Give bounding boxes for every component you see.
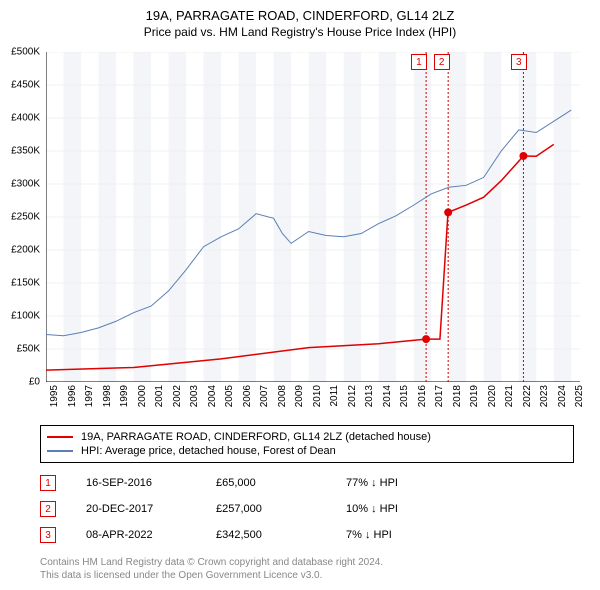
x-axis-label: 2021 (504, 385, 515, 407)
x-axis-label: 1998 (102, 385, 113, 407)
x-axis-label: 2007 (259, 385, 270, 407)
x-axis-label: 2018 (452, 385, 463, 407)
x-axis-label: 1995 (49, 385, 60, 407)
footer: Contains HM Land Registry data © Crown c… (40, 556, 383, 582)
chart-title: 19A, PARRAGATE ROAD, CINDERFORD, GL14 2L… (0, 0, 600, 23)
sale-price: £257,000 (216, 503, 346, 515)
sale-date: 08-APR-2022 (86, 529, 216, 541)
sale-change: 10% ↓ HPI (346, 503, 486, 515)
y-axis-label: £500K (11, 47, 40, 58)
chart-marker-badge: 1 (411, 54, 427, 70)
y-axis-label: £300K (11, 179, 40, 190)
chart-container: 19A, PARRAGATE ROAD, CINDERFORD, GL14 2L… (0, 0, 600, 590)
x-axis-label: 2010 (312, 385, 323, 407)
sale-date: 20-DEC-2017 (86, 503, 216, 515)
x-axis-label: 2009 (294, 385, 305, 407)
x-axis-label: 2012 (347, 385, 358, 407)
x-axis-label: 2011 (329, 385, 340, 407)
y-axis-label: £100K (11, 311, 40, 322)
sale-badge: 2 (40, 501, 56, 517)
sale-badge: 1 (40, 475, 56, 491)
sale-change: 77% ↓ HPI (346, 477, 486, 489)
y-axis-label: £150K (11, 278, 40, 289)
y-axis-label: £350K (11, 146, 40, 157)
y-axis-label: £200K (11, 245, 40, 256)
sale-change: 7% ↓ HPI (346, 529, 486, 541)
sales-table: 1 16-SEP-2016 £65,000 77% ↓ HPI 2 20-DEC… (40, 470, 486, 548)
x-axis-label: 2023 (539, 385, 550, 407)
sale-date: 16-SEP-2016 (86, 477, 216, 489)
x-axis-label: 2005 (224, 385, 235, 407)
legend-swatch (47, 436, 73, 438)
x-axis-label: 2001 (154, 385, 165, 407)
x-axis-label: 2000 (137, 385, 148, 407)
x-axis-label: 2008 (277, 385, 288, 407)
x-axis-label: 2019 (469, 385, 480, 407)
x-axis-label: 2004 (207, 385, 218, 407)
chart-area: £0£50K£100K£150K£200K£250K£300K£350K£400… (46, 52, 580, 382)
x-axis-label: 2022 (522, 385, 533, 407)
table-row: 3 08-APR-2022 £342,500 7% ↓ HPI (40, 522, 486, 548)
x-axis-label: 2014 (382, 385, 393, 407)
x-axis-label: 2006 (242, 385, 253, 407)
x-axis-label: 1996 (67, 385, 78, 407)
legend-item: HPI: Average price, detached house, Fore… (47, 444, 567, 458)
x-axis-label: 2020 (487, 385, 498, 407)
x-axis-label: 1999 (119, 385, 130, 407)
x-axis-label: 1997 (84, 385, 95, 407)
x-axis-label: 2013 (364, 385, 375, 407)
sale-price: £65,000 (216, 477, 346, 489)
footer-text: Contains HM Land Registry data © Crown c… (40, 556, 383, 569)
legend-swatch (47, 450, 73, 452)
y-axis-label: £450K (11, 80, 40, 91)
legend-label: 19A, PARRAGATE ROAD, CINDERFORD, GL14 2L… (81, 431, 431, 443)
legend-item: 19A, PARRAGATE ROAD, CINDERFORD, GL14 2L… (47, 430, 567, 444)
x-axis-label: 2002 (172, 385, 183, 407)
table-row: 2 20-DEC-2017 £257,000 10% ↓ HPI (40, 496, 486, 522)
y-axis-label: £400K (11, 113, 40, 124)
x-axis-label: 2016 (417, 385, 428, 407)
chart-marker-badge: 2 (434, 54, 450, 70)
x-axis-label: 2024 (557, 385, 568, 407)
sale-price: £342,500 (216, 529, 346, 541)
legend-label: HPI: Average price, detached house, Fore… (81, 445, 336, 457)
chart-subtitle: Price paid vs. HM Land Registry's House … (0, 23, 600, 39)
chart-marker-badge: 3 (511, 54, 527, 70)
x-axis-label: 2025 (574, 385, 585, 407)
table-row: 1 16-SEP-2016 £65,000 77% ↓ HPI (40, 470, 486, 496)
x-axis-label: 2017 (434, 385, 445, 407)
y-axis-label: £0 (29, 377, 40, 388)
y-axis-label: £250K (11, 212, 40, 223)
chart-svg (46, 52, 580, 382)
footer-text: This data is licensed under the Open Gov… (40, 569, 383, 582)
legend: 19A, PARRAGATE ROAD, CINDERFORD, GL14 2L… (40, 425, 574, 463)
y-axis-label: £50K (17, 344, 40, 355)
x-axis-label: 2003 (189, 385, 200, 407)
sale-badge: 3 (40, 527, 56, 543)
x-axis-label: 2015 (399, 385, 410, 407)
